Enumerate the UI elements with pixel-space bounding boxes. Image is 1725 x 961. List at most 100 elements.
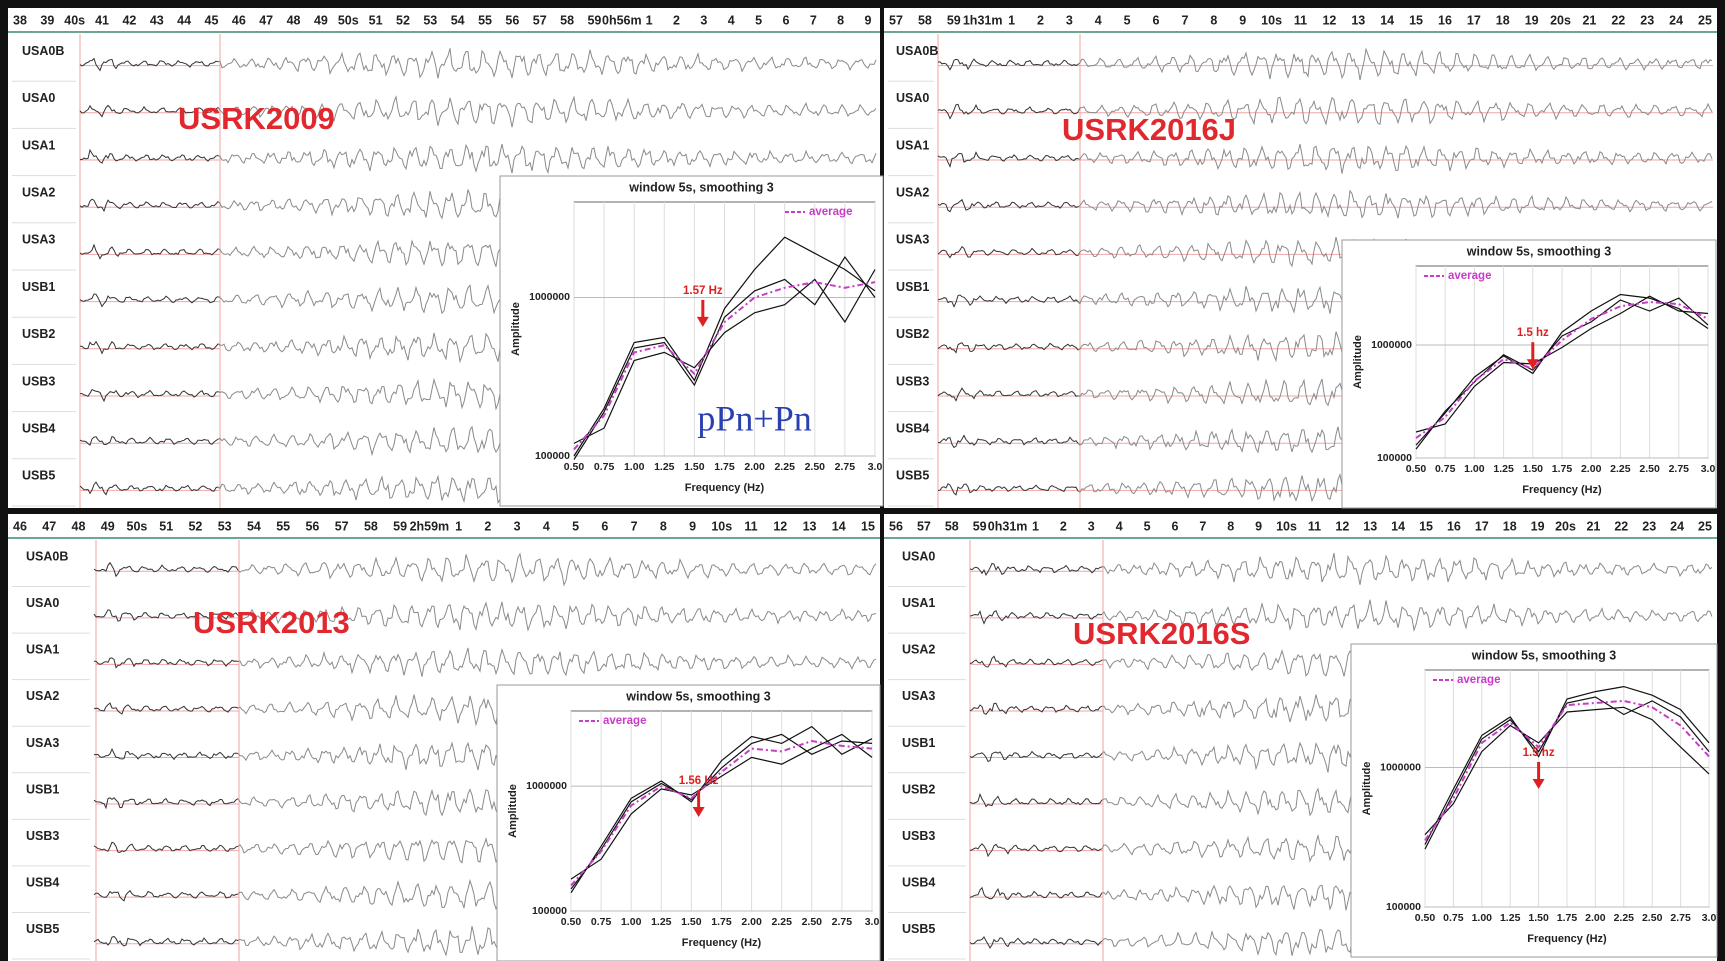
x-tick-label: 1.25 xyxy=(1500,912,1521,924)
time-tick-label: 19 xyxy=(1525,13,1539,27)
time-tick-label: 8 xyxy=(1210,13,1217,27)
time-tick-label: 38 xyxy=(13,13,27,27)
time-tick-label: 8 xyxy=(1227,519,1234,533)
x-tick-label: 2.50 xyxy=(802,916,823,928)
time-tick-label: 49 xyxy=(101,519,115,533)
time-tick-label: 16 xyxy=(1447,519,1461,533)
station-label: USB2 xyxy=(896,327,929,341)
time-tick-label: 16 xyxy=(1438,13,1452,27)
waveform xyxy=(937,151,1081,168)
y-tick-label: 1000000 xyxy=(1371,339,1412,351)
time-tick-label: 0h31m xyxy=(988,519,1028,533)
waveform xyxy=(1077,96,1713,126)
station-label: USB3 xyxy=(26,829,59,843)
time-tick-label: 20s xyxy=(1550,13,1571,27)
waveform xyxy=(1077,47,1713,81)
waveform xyxy=(79,293,221,308)
time-tick-label: 59 xyxy=(587,13,601,27)
station-label: USB5 xyxy=(896,469,929,483)
time-tick-label: 4 xyxy=(1116,519,1123,533)
waveform xyxy=(969,936,1103,949)
station-label: USA3 xyxy=(902,689,935,703)
time-tick-label: 48 xyxy=(287,13,301,27)
station-label: USA1 xyxy=(902,596,935,610)
time-tick-label: 8 xyxy=(837,13,844,27)
time-tick-label: 22 xyxy=(1611,13,1625,27)
station-label: USA1 xyxy=(896,138,929,152)
x-tick-label: 0.75 xyxy=(594,461,615,473)
waveform xyxy=(969,750,1103,763)
x-tick-label: 1.50 xyxy=(684,461,705,473)
time-tick-label: 59 xyxy=(947,13,961,27)
time-tick-label: 14 xyxy=(1391,519,1405,533)
waveform xyxy=(969,792,1103,808)
waveform xyxy=(93,561,239,578)
time-tick-label: 57 xyxy=(917,519,931,533)
station-label: USB5 xyxy=(902,922,935,936)
station-label: USA3 xyxy=(26,736,59,750)
time-tick-label: 39 xyxy=(40,13,54,27)
time-tick-label: 1h31m xyxy=(963,13,1003,27)
waveform xyxy=(1101,552,1713,585)
waveform xyxy=(969,702,1103,716)
station-label: USB5 xyxy=(26,922,59,936)
event-title: USRK2009 xyxy=(178,101,335,136)
x-tick-label: 2.00 xyxy=(1585,912,1606,924)
time-tick-label: 1 xyxy=(1008,13,1015,27)
time-tick-label: 40s xyxy=(64,13,85,27)
waveform xyxy=(969,886,1103,901)
station-label: USA2 xyxy=(22,185,55,199)
panel: 38 39 40s 41 42 43 44 45 46 47 48 49 50s 51 52 53 54 55 56… xyxy=(8,8,884,508)
waveform xyxy=(79,198,221,213)
time-tick-label: 15 xyxy=(1419,519,1433,533)
y-axis-label: Amplitude xyxy=(507,784,519,838)
x-tick-label: 3.0 xyxy=(1702,912,1717,924)
y-tick-label: 100000 xyxy=(1377,452,1412,464)
annotation-arrowhead xyxy=(696,316,709,327)
time-tick-label: 47 xyxy=(259,13,273,27)
time-tick-label: 1 xyxy=(455,519,462,533)
time-tick-label: 25 xyxy=(1698,13,1712,27)
x-tick-label: 1.25 xyxy=(651,916,672,928)
time-tick-label: 7 xyxy=(810,13,817,27)
spectrum-inset: window 5s, smoothing 3 0.50 0.75 1.00 1.25 1.… xyxy=(499,175,884,507)
time-tick-label: 13 xyxy=(803,519,817,533)
waveform xyxy=(937,103,1081,120)
time-tick-label: 10s xyxy=(1261,13,1282,27)
time-tick-label: 41 xyxy=(95,13,109,27)
waveform xyxy=(937,434,1081,449)
spectrum-line xyxy=(1424,706,1710,836)
time-tick-label: 56 xyxy=(889,519,903,533)
waveform xyxy=(969,562,1103,576)
time-tick-label: 51 xyxy=(369,13,383,27)
time-tick-label: 9 xyxy=(865,13,872,27)
time-tick-label: 4 xyxy=(543,519,550,533)
time-tick-label: 11 xyxy=(1294,13,1307,27)
spectrum-line xyxy=(1424,696,1710,850)
x-tick-label: 2.75 xyxy=(832,916,853,928)
station-label: USA2 xyxy=(26,689,59,703)
station-label: USB2 xyxy=(902,782,935,796)
time-tick-label: 53 xyxy=(218,519,232,533)
waveform xyxy=(217,95,877,128)
station-label: USA1 xyxy=(26,643,59,657)
x-tick-label: 0.75 xyxy=(591,916,612,928)
station-label: USA2 xyxy=(896,185,929,199)
time-tick-label: 2 xyxy=(673,13,680,27)
x-tick-label: 1.75 xyxy=(1557,912,1578,924)
waveform xyxy=(93,889,239,902)
time-tick-label: 13 xyxy=(1351,13,1365,27)
time-tick-label: 25 xyxy=(1698,519,1712,533)
time-tick-label: 52 xyxy=(396,13,410,27)
spectrum-line xyxy=(570,725,873,894)
y-tick-label: 100000 xyxy=(1386,901,1421,913)
waveform xyxy=(79,435,221,447)
waveform xyxy=(80,388,221,403)
waveform xyxy=(217,48,877,79)
x-tick-label: 2.25 xyxy=(1610,463,1631,475)
x-tick-label: 3.0 xyxy=(1701,463,1716,475)
time-tick-label: 15 xyxy=(1409,13,1423,27)
spectrum-line xyxy=(570,733,873,890)
